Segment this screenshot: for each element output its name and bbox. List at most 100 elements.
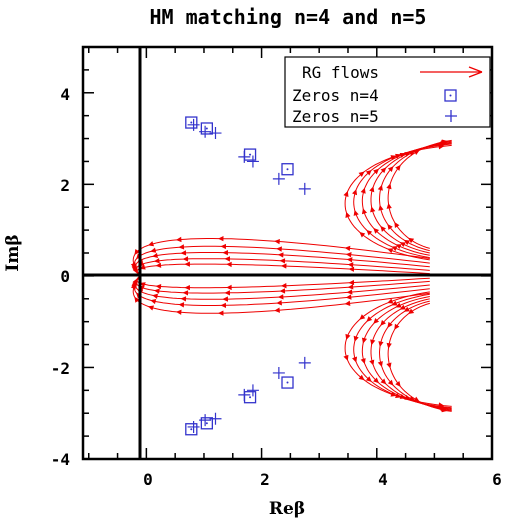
- rg-flow-arrow-18-7: [403, 239, 410, 246]
- rg-flow-arrow-3-40: [150, 247, 157, 253]
- rg-flow-arrow-21-28: [386, 362, 392, 369]
- rg-flow-arrow-21-49: [441, 407, 448, 413]
- rg-flow-arrow-4-40: [147, 241, 155, 247]
- rg-flow-arrow-21-21: [386, 342, 392, 349]
- zero-n4-dot-0: [190, 121, 193, 124]
- zero-n5-marker-12: [272, 366, 285, 379]
- rg-flow-arrow-15-21: [361, 337, 368, 344]
- zero-n4-marker-4: [185, 423, 198, 436]
- rg-flow-arrow-21-42: [413, 396, 420, 402]
- rg-flow-arrow-7-32: [180, 296, 187, 302]
- rg-flow-arrow-3-32: [178, 244, 185, 250]
- rg-flow-arrow-9-16: [274, 307, 280, 313]
- rg-flow-arrow-19-28: [377, 361, 383, 368]
- rg-flow-arrow-11-28: [343, 354, 349, 361]
- zero-n5-marker-3: [238, 150, 251, 163]
- zero-n4-dot-7: [286, 381, 289, 384]
- rg-flow-arrow-15-7: [395, 302, 402, 308]
- zero-n4-marker-7: [281, 376, 294, 389]
- rg-flow-arrow-12-35: [365, 169, 372, 176]
- y-tick-label-m4: -4: [51, 450, 70, 469]
- rg-flow-arrow-19-14: [387, 321, 393, 328]
- legend: RG flows Zeros n=4 Zeros n=5: [284, 56, 491, 128]
- rg-flows: [130, 139, 452, 413]
- rg-flow-line-14: [361, 142, 452, 256]
- rg-flow-line-8: [133, 275, 430, 306]
- rg-flow-arrow-5-24: [226, 284, 232, 291]
- rg-flow-arrow-7-8: [346, 289, 353, 295]
- legend-square-marker: [444, 89, 457, 102]
- zero-n5-marker-10: [238, 388, 251, 401]
- rg-flow-arrow-19-21: [378, 341, 384, 348]
- rg-flow-arrow-7-16: [277, 294, 284, 300]
- rg-flow-line-10: [344, 144, 452, 261]
- rg-flow-arrow-6-16: [279, 288, 286, 294]
- rg-flow-arrow-18-14: [387, 223, 393, 230]
- rg-flow-arrow-0-48: [139, 264, 146, 270]
- legend-square-dot: [449, 94, 452, 97]
- rg-flow-arrow-20-28: [386, 183, 392, 190]
- rg-flow-arrow-9-8: [344, 300, 351, 307]
- rg-flow-arrow-19-42: [408, 395, 416, 401]
- rg-flow-arrow-8-32: [178, 302, 185, 308]
- rg-flow-arrow-12-7: [391, 246, 398, 252]
- rg-flow-arrow-5-16: [280, 283, 287, 289]
- rg-flow-line-12: [353, 143, 452, 259]
- y-tick-label-m2: -2: [51, 359, 70, 378]
- rg-flow-arrow-16-7: [399, 242, 406, 248]
- rg-flow-arrow-14-28: [360, 187, 366, 194]
- rg-flow-line-9: [132, 275, 430, 314]
- zero-n5-marker-5: [272, 172, 285, 185]
- rg-flow-arrow-6-24: [224, 290, 231, 296]
- rg-flow-arrow-4-8: [344, 245, 351, 252]
- rg-flow-arrow-17-35: [380, 378, 387, 385]
- rg-flow-arrow-13-7: [391, 300, 398, 306]
- rg-flow-arrow-13-35: [365, 376, 372, 382]
- rg-flow-arrow-9-40: [147, 305, 155, 311]
- rg-flow-arrow-8-40: [150, 299, 157, 305]
- rg-flow-arrow-5-32: [184, 285, 190, 291]
- rg-flow-arrow-17-14: [380, 319, 386, 326]
- rg-flow-arrow-15-35: [373, 377, 380, 384]
- rg-flow-line-3: [133, 245, 430, 277]
- rg-flow-arrow-18-42: [408, 151, 416, 156]
- rg-flow-arrow-3-16: [276, 246, 282, 252]
- rg-flow-arrow-2-24: [222, 250, 229, 256]
- rg-flow-arrow-17-7: [399, 304, 406, 310]
- rg-flow-arrow-21-7: [408, 308, 415, 314]
- rg-flow-line-13: [353, 293, 452, 409]
- rg-flow-arrow-0-24: [226, 261, 232, 268]
- zero-n4-dot-2: [249, 153, 252, 156]
- zero-n5-marker-11: [246, 384, 259, 397]
- rg-flow-arrow-4-16: [274, 238, 280, 245]
- rg-flow-arrow-5-8: [348, 279, 355, 286]
- zero-n5-marker-8: [199, 414, 212, 427]
- rg-flow-arrow-15-28: [360, 358, 366, 365]
- rg-flow-arrow-20-14: [394, 221, 400, 229]
- rg-flow-arrow-1-8: [347, 262, 354, 268]
- x-tick-label-0: 0: [143, 470, 153, 489]
- rg-flow-arrow-16-21: [370, 206, 376, 213]
- zero-n5-marker-1: [199, 125, 212, 138]
- y-tick-label-2: 2: [60, 176, 70, 195]
- zero-n4-dot-4: [190, 428, 193, 431]
- rg-flow-arrow-18-21: [378, 204, 384, 211]
- rg-flow-line-0: [136, 263, 430, 277]
- rg-flow-arrow-4-32: [175, 236, 182, 243]
- rg-flow-arrow-20-35: [395, 164, 401, 171]
- y-axis-label: Imβ: [3, 234, 23, 271]
- rg-flow-arrow-15-14: [373, 318, 380, 324]
- rg-flow-arrow-13-28: [352, 356, 358, 363]
- zero-n4-marker-5: [200, 417, 214, 430]
- rg-flow-arrow-2-32: [180, 250, 187, 256]
- rg-flow-arrow-1-24: [224, 256, 231, 262]
- rg-flow-arrow-4-24: [218, 236, 224, 242]
- zero-n5-marker-0: [187, 118, 200, 131]
- rg-flow-arrow-13-21: [353, 335, 359, 342]
- rg-flow-arrow-10-35: [358, 171, 365, 178]
- rg-flow-arrow-18-28: [377, 184, 383, 191]
- rg-flow-arrow-20-42: [413, 150, 420, 156]
- rg-flow-arrow-21-14: [394, 323, 400, 330]
- rg-flow-arrow-5-48: [139, 282, 146, 288]
